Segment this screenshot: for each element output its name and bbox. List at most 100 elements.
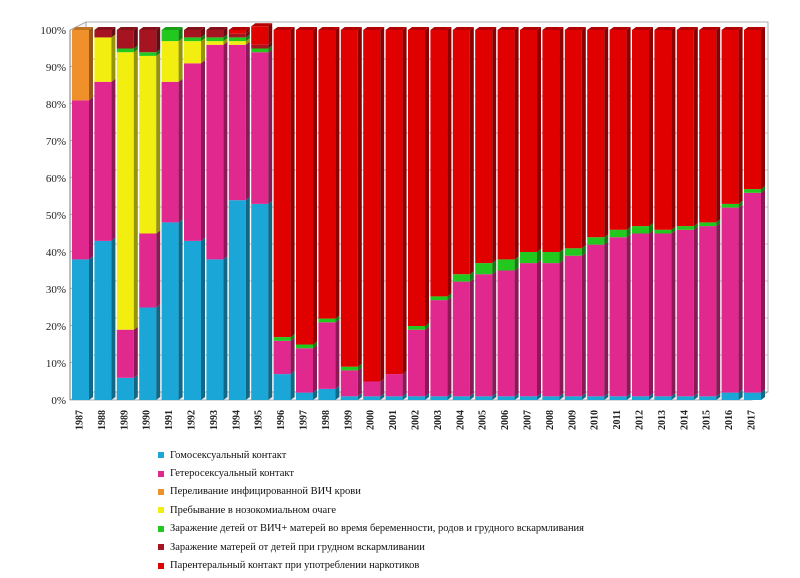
bar-side xyxy=(133,326,138,378)
bar-front xyxy=(542,263,560,397)
bar-side xyxy=(111,27,116,38)
bar-side xyxy=(581,27,586,249)
bar-segment xyxy=(632,223,653,234)
bar-front xyxy=(676,30,694,227)
bar-front xyxy=(228,44,246,201)
bar-front xyxy=(228,33,246,38)
bar-top xyxy=(251,23,273,27)
bar-side xyxy=(447,293,452,301)
bar-segment xyxy=(318,319,340,389)
bar-segment xyxy=(296,341,317,349)
bar-front xyxy=(452,274,470,282)
bar-side xyxy=(178,38,183,82)
bar-side xyxy=(671,230,676,397)
bar-segment xyxy=(452,278,474,397)
bar-front xyxy=(318,388,336,400)
bar-side xyxy=(89,256,93,400)
bar-front xyxy=(296,392,313,400)
bar-front xyxy=(475,396,493,400)
bar-side xyxy=(581,245,586,256)
bar-front xyxy=(721,203,739,208)
bar-side xyxy=(492,27,497,264)
bar-segment xyxy=(744,189,765,393)
y-tick-label: 10% xyxy=(46,358,66,370)
bar-segment xyxy=(228,30,250,38)
y-tick-label: 60% xyxy=(46,173,66,185)
bar-top xyxy=(520,27,541,30)
bar-side xyxy=(761,27,765,190)
bar-segment xyxy=(475,27,497,264)
bar-front xyxy=(161,41,179,82)
x-tick-label: 2013 xyxy=(657,410,668,430)
bar-front xyxy=(385,374,403,397)
bar-side xyxy=(156,304,161,400)
bar-segment xyxy=(632,393,653,400)
bar-segment xyxy=(430,27,452,297)
x-tick-label: 2016 xyxy=(724,410,735,430)
bar-segment xyxy=(632,230,653,397)
bar-segment xyxy=(497,256,519,271)
bar-front xyxy=(273,340,291,375)
bar-front xyxy=(475,274,493,397)
bar-front xyxy=(430,300,448,397)
bar-segment xyxy=(116,27,138,49)
bar-segment xyxy=(632,27,653,227)
bar-side xyxy=(178,27,183,42)
bar-top xyxy=(699,27,721,30)
bar-front xyxy=(94,240,112,400)
legend-item: Переливание инфицированной ВИЧ крови xyxy=(158,483,584,501)
bar-front xyxy=(296,30,313,345)
bar-segment xyxy=(609,27,631,230)
bar-side xyxy=(693,223,698,230)
bar-side xyxy=(626,393,631,400)
x-tick-label: 2006 xyxy=(500,410,511,430)
bar-side xyxy=(380,378,385,397)
bar-side xyxy=(514,256,519,271)
bar-top xyxy=(94,27,116,30)
bar-side xyxy=(559,260,564,397)
bar-side xyxy=(335,315,340,323)
bar-front xyxy=(497,270,515,397)
bar-front xyxy=(587,30,605,238)
bar-front xyxy=(228,41,246,45)
bar-side xyxy=(425,393,429,400)
bar-segment xyxy=(408,27,429,326)
bar-side xyxy=(537,393,541,400)
bar-side xyxy=(738,389,743,400)
bar-side xyxy=(89,27,93,101)
bar-segment xyxy=(497,27,519,260)
bar-side xyxy=(425,27,429,326)
bar-side xyxy=(469,27,474,275)
bar-segment xyxy=(721,204,743,393)
bar-front xyxy=(72,259,89,400)
bar-segment xyxy=(721,200,743,208)
bar-side xyxy=(514,267,519,397)
bar-side xyxy=(604,393,609,400)
bar-segment xyxy=(318,315,340,323)
bar-front xyxy=(430,396,448,400)
bar-segment xyxy=(587,241,609,397)
bar-side xyxy=(111,237,116,400)
bar-segment xyxy=(385,371,407,397)
legend-item: Гетеросексуальный контакт xyxy=(158,464,584,482)
bar-segment xyxy=(116,374,138,400)
bar-front xyxy=(721,392,739,400)
bar-segment xyxy=(228,34,250,42)
bar-side xyxy=(268,23,273,45)
bar-side xyxy=(559,393,564,400)
x-tick-label: 1991 xyxy=(164,410,175,430)
bar-side xyxy=(738,200,743,208)
x-tick-label: 1988 xyxy=(97,410,108,430)
bar-side xyxy=(492,393,497,400)
bar-segment xyxy=(676,393,698,400)
bar-side xyxy=(693,226,698,397)
bar-side xyxy=(649,230,653,397)
bar-front xyxy=(676,226,694,230)
bar-side xyxy=(716,27,721,223)
bar-side xyxy=(425,326,429,397)
bar-side xyxy=(671,393,676,400)
bar-side xyxy=(402,27,407,375)
bar-segment xyxy=(206,41,228,260)
bar-side xyxy=(133,374,138,400)
bar-front xyxy=(184,37,201,42)
